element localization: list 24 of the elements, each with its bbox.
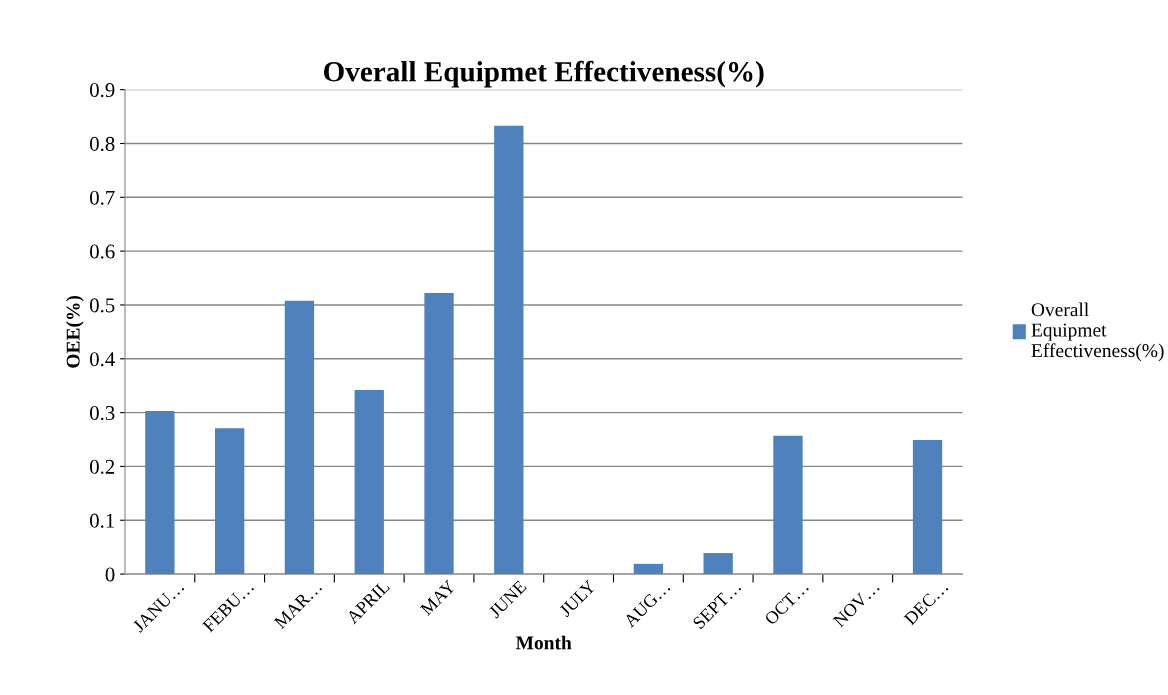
bar — [912, 440, 943, 575]
y-tick-label: 0.3 — [90, 405, 115, 421]
y-tick-label: 0.1 — [90, 513, 114, 528]
bar — [215, 428, 245, 575]
y-tick-label: 0.5 — [90, 298, 115, 313]
y-tick-label: 0.4 — [90, 352, 115, 367]
x-axis-title: Month — [515, 635, 572, 650]
legend-label: Overall Equipmet Effectiveness(%) — [1031, 302, 1164, 362]
bar — [633, 563, 664, 575]
bar — [773, 435, 803, 575]
chart-title: Overall Equipmet Effectiveness(%) — [323, 60, 764, 88]
bar — [145, 410, 175, 575]
y-tick-label: 0 — [105, 567, 115, 582]
y-tick-label: 0.7 — [90, 190, 115, 205]
y-tick-label: 0.8 — [90, 136, 115, 151]
bar — [354, 389, 384, 575]
bar — [703, 553, 733, 575]
y-axis-title: OEE(%) — [66, 295, 84, 368]
bar — [494, 125, 524, 575]
y-tick-label: 0.6 — [90, 244, 115, 259]
bar — [284, 300, 315, 575]
y-tick-label: 0.9 — [90, 83, 115, 98]
y-tick-label: 0.2 — [90, 459, 115, 474]
bar — [424, 293, 454, 575]
